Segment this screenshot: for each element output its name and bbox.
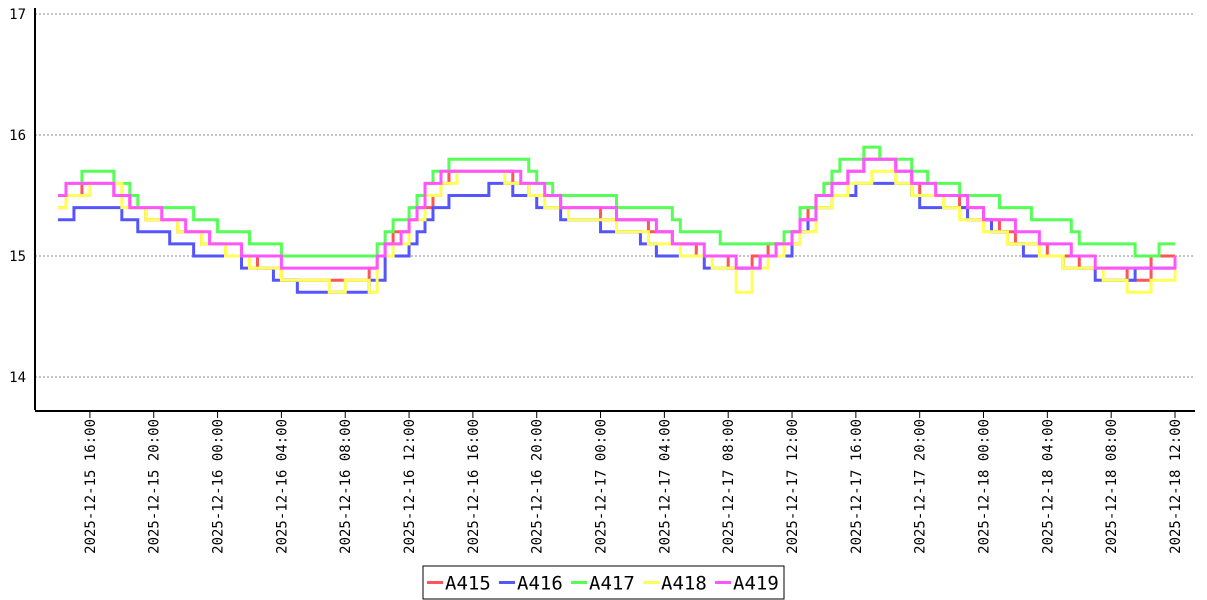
- legend-label: A415: [445, 573, 491, 595]
- x-tick-label: 2025-12-18 04:00: [1040, 419, 1056, 554]
- x-axis-ticks: 2025-12-15 16:00 2025-12-15 20:00 2025-12-…: [83, 412, 1184, 554]
- y-axis-ticks: 14 15 16 17: [9, 7, 26, 386]
- x-tick-label: 2025-12-17 16:00: [849, 419, 865, 554]
- x-tick-label: 2025-12-16 08:00: [338, 419, 354, 554]
- series-line-a417: [58, 145, 1175, 258]
- x-tick-label: 2025-12-17 08:00: [721, 419, 737, 554]
- legend-label: A417: [589, 573, 635, 595]
- legend-label: A418: [661, 573, 707, 595]
- x-tick-label: 2025-12-16 16:00: [466, 419, 482, 554]
- x-tick-label: 2025-12-17 20:00: [913, 419, 929, 554]
- x-tick-label: 2025-12-17 04:00: [657, 419, 673, 554]
- legend-label: A416: [517, 573, 563, 595]
- x-tick-label: 2025-12-18 00:00: [977, 419, 993, 554]
- series-line-a418: [58, 169, 1177, 294]
- x-tick-label: 2025-12-18 12:00: [1168, 419, 1184, 554]
- x-tick-label: 2025-12-17 12:00: [785, 419, 801, 554]
- axes: [34, 8, 1195, 412]
- x-tick-label: 2025-12-15 16:00: [83, 419, 99, 554]
- legend-label: A419: [733, 573, 779, 595]
- x-tick-label: 2025-12-16 04:00: [274, 419, 290, 554]
- series-lines: [58, 145, 1177, 294]
- y-tick-label: 14: [9, 370, 26, 386]
- y-tick-label: 16: [9, 128, 26, 144]
- series-line-a419: [58, 157, 1177, 270]
- y-tick-label: 15: [9, 249, 26, 265]
- x-tick-label: 2025-12-16 00:00: [211, 419, 227, 554]
- x-tick-label: 2025-12-16 12:00: [402, 419, 418, 554]
- x-tick-label: 2025-12-17 00:00: [594, 419, 610, 554]
- series-line-a416: [58, 181, 1175, 294]
- legend: A415 A416 A417 A418 A419: [422, 565, 785, 600]
- y-tick-label: 17: [9, 7, 26, 23]
- x-tick-label: 2025-12-18 08:00: [1104, 419, 1120, 554]
- x-tick-label: 2025-12-16 20:00: [530, 419, 546, 554]
- x-tick-label: 2025-12-15 20:00: [147, 419, 163, 554]
